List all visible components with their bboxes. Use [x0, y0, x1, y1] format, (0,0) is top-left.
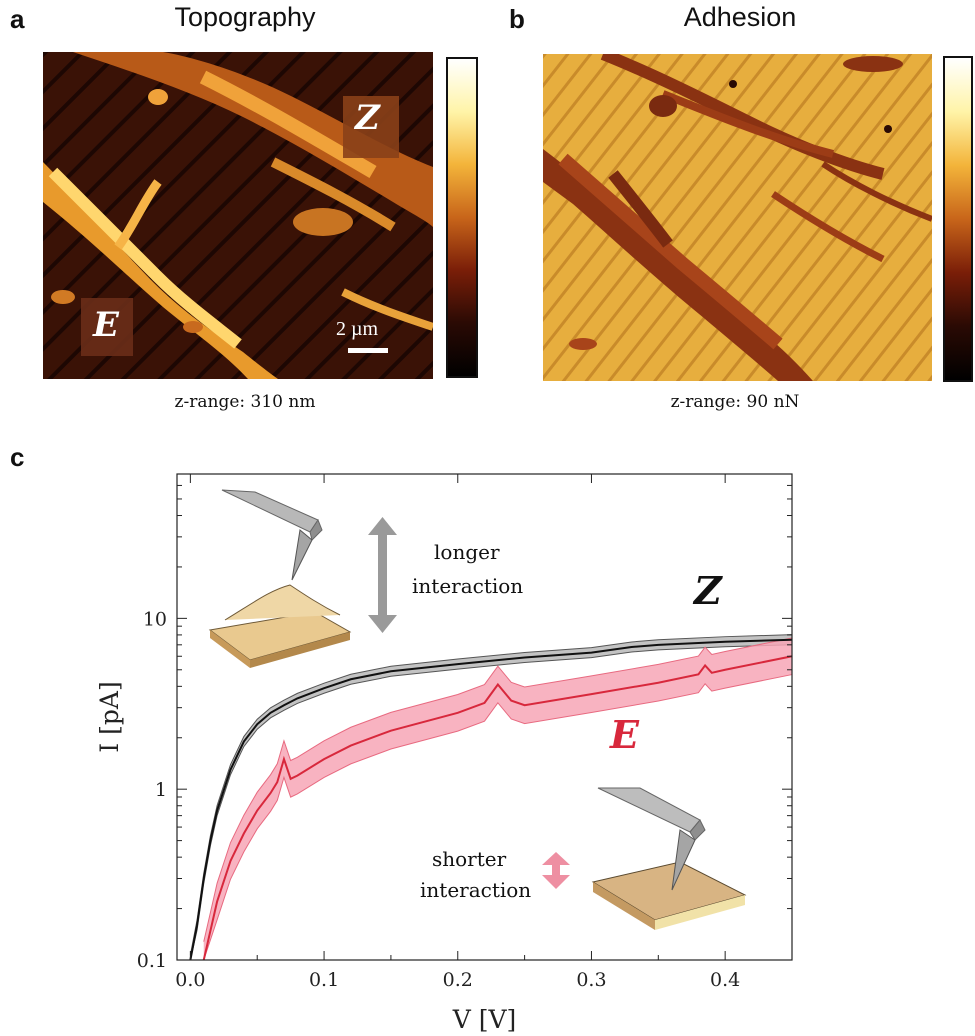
tip-long-illustration	[208, 489, 352, 668]
series-band-upper-z	[189, 634, 793, 956]
panel-letter-a: a	[10, 4, 25, 34]
x-tick-label: 0.3	[576, 969, 606, 991]
annotation-longer: longer	[434, 540, 500, 564]
panel-letter-c: c	[10, 442, 25, 472]
annotation-shorter-interaction: interaction	[420, 878, 532, 902]
topography-label-e: E	[93, 305, 119, 345]
plot-frame	[176, 473, 793, 961]
series-label-z: Z	[694, 568, 722, 613]
series-band-upper-e	[203, 637, 793, 942]
annotation-shorter: shorter	[432, 847, 507, 871]
series-band-lower-e	[203, 674, 793, 961]
y-tick-label: 1	[155, 779, 167, 801]
adhesion-colorbar	[943, 56, 973, 382]
series-line-z	[189, 638, 793, 961]
topography-z-range: z-range: 310 nm	[174, 392, 316, 412]
longer-interaction-arrow	[368, 517, 397, 633]
scale-bar-label: 2 µm	[336, 318, 379, 340]
annotation-longer-interaction: interaction	[412, 574, 524, 598]
x-tick-label: 0.1	[309, 969, 339, 991]
panel-a-title: Topography	[174, 2, 316, 32]
series-band-lower-z	[189, 644, 793, 961]
shorter-interaction-arrow	[542, 852, 570, 889]
series-label-e: E	[610, 712, 639, 757]
x-tick-label: 0.2	[443, 969, 473, 991]
topography-label-z: Z	[355, 98, 380, 138]
x-tick-label: 0.0	[175, 969, 205, 991]
scale-bar	[348, 348, 388, 353]
tip-short-illustration	[591, 787, 747, 930]
y-tick-label: 10	[143, 608, 167, 630]
topography-map	[43, 52, 433, 379]
x-axis-label: V [V]	[452, 1005, 517, 1034]
adhesion-map	[543, 54, 932, 381]
adhesion-z-range: z-range: 90 nN	[670, 392, 800, 412]
y-axis-label: I [pA]	[95, 681, 124, 752]
series-line-e	[202, 655, 793, 961]
panel-letter-b: b	[509, 4, 525, 34]
panel-b-title: Adhesion	[683, 2, 797, 32]
x-tick-label: 0.4	[710, 969, 740, 991]
topography-colorbar	[446, 57, 478, 378]
y-tick-label: 0.1	[137, 950, 167, 972]
